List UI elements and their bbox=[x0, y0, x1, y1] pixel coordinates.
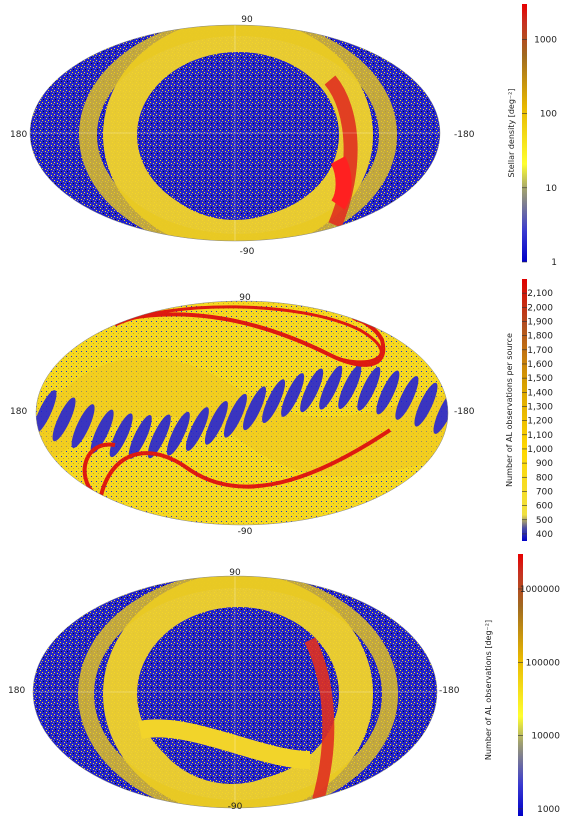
scan-lozenge bbox=[185, 407, 209, 451]
colorbar-2-tick-label: 1,900 bbox=[527, 317, 553, 327]
sky-map-3 bbox=[33, 576, 437, 808]
scan-lozenge bbox=[147, 414, 171, 459]
scan-lozenge bbox=[166, 411, 190, 456]
colorbar-2-tick-label: 1,200 bbox=[527, 417, 553, 427]
colorbar-3-gradient bbox=[518, 554, 523, 816]
map2-label-top: 90 bbox=[239, 293, 251, 303]
colorbar-1-gradient bbox=[522, 4, 527, 262]
scan-lozenge bbox=[109, 413, 133, 458]
sky-map-2 bbox=[36, 301, 448, 525]
colorbar-2-ticks: 400 500 600 700 800 900 1,000 1,100 1,200 1,300 1,… bbox=[522, 289, 553, 540]
scan-lozenge bbox=[414, 382, 438, 427]
colorbar-1-tick-label: 1000 bbox=[534, 35, 557, 45]
colorbar-2-tick-label: 800 bbox=[536, 473, 553, 483]
colorbar-2-tick-label: 500 bbox=[536, 516, 553, 526]
colorbar-2-tick-label: 1,100 bbox=[527, 431, 553, 441]
colorbar-2-tick-label: 1,600 bbox=[527, 360, 553, 370]
scan-lozenge bbox=[433, 390, 448, 434]
scan-lozenge bbox=[262, 379, 286, 424]
colorbar-2-tick-label: 1,500 bbox=[527, 374, 553, 384]
map2-label-right: -180 bbox=[454, 407, 475, 417]
scan-lozenge bbox=[243, 386, 267, 431]
scan-lozenge bbox=[223, 393, 247, 438]
scan-lozenge bbox=[319, 365, 343, 410]
scan-lozenge bbox=[357, 366, 381, 411]
scan-lozenge bbox=[395, 376, 419, 420]
scan-lozenge bbox=[36, 390, 57, 434]
map3-label-right: -180 bbox=[439, 686, 460, 696]
colorbar-1: 1 10 100 1000 Stellar density [deg⁻²] bbox=[507, 4, 557, 268]
colorbar-3: 1000 10000 100000 1000000 Number of AL obse… bbox=[484, 554, 560, 816]
colorbar-3-tick-label: 10000 bbox=[531, 732, 560, 742]
scan-pattern bbox=[36, 365, 448, 459]
colorbar-2: 400 500 600 700 800 900 1,000 1,100 1,200 1,300 1,… bbox=[505, 279, 553, 541]
scan-lozenge bbox=[71, 404, 95, 448]
map-outline-2 bbox=[35, 300, 449, 526]
map2-label-left: 180 bbox=[10, 407, 27, 417]
scan-lozenge bbox=[376, 370, 400, 415]
map-outline-1 bbox=[29, 24, 441, 242]
colorbar-1-tick-label: 1 bbox=[551, 258, 557, 268]
colorbar-3-tick-label: 100000 bbox=[526, 658, 561, 668]
colorbar-1-tick-label: 10 bbox=[546, 184, 558, 194]
map-panel-3: 90 -90 180 -180 1000 10000 100000 1000000 N… bbox=[8, 554, 560, 816]
colorbar-3-tick-label: 1000 bbox=[537, 805, 560, 815]
sky-map-1 bbox=[30, 25, 440, 241]
map3-label-top: 90 bbox=[229, 568, 241, 578]
colorbar-3-ticks: 1000 10000 100000 1000000 bbox=[518, 585, 560, 815]
colorbar-3-tick-label: 1000000 bbox=[520, 585, 560, 595]
scan-lozenge bbox=[90, 409, 114, 454]
map1-label-left: 180 bbox=[10, 130, 27, 140]
colorbar-2-tick-label: 2,000 bbox=[527, 303, 553, 313]
colorbar-2-title: Number of AL observations per source bbox=[505, 333, 514, 487]
map2-label-bottom: -90 bbox=[238, 527, 253, 537]
map1-label-top: 90 bbox=[241, 15, 253, 25]
map-panel-1: 90 -90 180 -180 1 10 100 1000 Stellar densi… bbox=[10, 4, 557, 268]
colorbar-2-tick-label: 2,100 bbox=[527, 289, 553, 299]
colorbar-2-tick-label: 700 bbox=[536, 487, 553, 497]
colorbar-2-tick-label: 400 bbox=[536, 530, 553, 540]
scan-lozenge bbox=[338, 365, 362, 409]
map-outline-3 bbox=[32, 575, 438, 809]
colorbar-1-title: Stellar density [deg⁻²] bbox=[507, 89, 516, 178]
colorbar-1-ticks: 1 10 100 1000 bbox=[522, 35, 557, 268]
colorbar-2-tick-label: 1,700 bbox=[527, 346, 553, 356]
scan-lozenge bbox=[128, 415, 152, 459]
scan-lozenge bbox=[300, 368, 324, 413]
map3-label-left: 180 bbox=[8, 686, 25, 696]
colorbar-2-tick-label: 900 bbox=[536, 459, 553, 469]
colorbar-2-gradient bbox=[522, 279, 527, 541]
colorbar-3-title: Number of AL observations [deg⁻²] bbox=[484, 620, 493, 760]
map1-label-right: -180 bbox=[454, 130, 475, 140]
scan-lozenge bbox=[281, 373, 305, 417]
colorbar-1-tick-label: 100 bbox=[540, 110, 557, 120]
colorbar-2-tick-label: 1,000 bbox=[527, 445, 553, 455]
map3-label-bottom: -90 bbox=[228, 802, 243, 812]
colorbar-2-tick-label: 1,300 bbox=[527, 402, 553, 412]
colorbar-2-tick-label: 600 bbox=[536, 502, 553, 512]
scan-lozenge bbox=[204, 400, 228, 445]
map1-label-bottom: -90 bbox=[240, 247, 255, 257]
scan-lozenge bbox=[52, 397, 76, 442]
map-panel-2: 90 -90 180 -180 400 500 600 700 800 900 1,000 1… bbox=[10, 279, 553, 541]
colorbar-2-tick-label: 1,800 bbox=[527, 332, 553, 342]
colorbar-2-tick-label: 1,400 bbox=[527, 388, 553, 398]
